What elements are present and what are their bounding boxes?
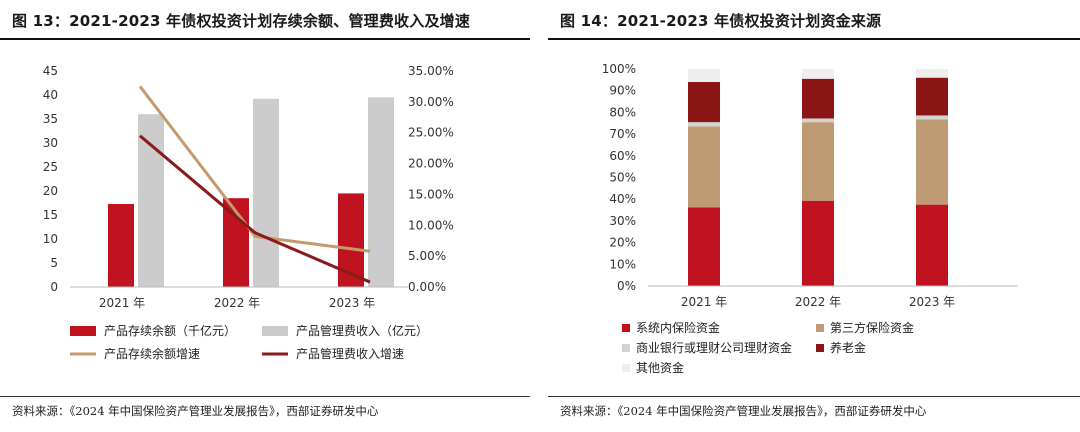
stacked-bar-segment — [916, 69, 948, 78]
legend-label: 产品存续余额（千亿元） — [104, 323, 236, 338]
y-left-tick-label: 10 — [43, 232, 58, 246]
stacked-bar-segment — [802, 78, 834, 119]
y-right-tick-label: 20.00% — [408, 157, 454, 171]
x-tick-label: 2022 年 — [795, 295, 841, 309]
x-tick-label: 2022 年 — [214, 296, 260, 310]
bar-balance — [108, 203, 134, 287]
stacked-bar-segment — [688, 207, 720, 286]
legend-label: 产品存续余额增速 — [104, 346, 200, 361]
stacked-bar-segment — [916, 77, 948, 116]
y-tick-label: 80% — [609, 105, 636, 119]
stacked-bar-segment — [802, 118, 834, 123]
figure-14-panel: 图 14：2021-2023 年债权投资计划资金来源 0% 10% 20% 30% 40… — [548, 0, 1080, 432]
stacked-bar-segment — [688, 69, 720, 83]
x-tick-label: 2023 年 — [909, 295, 955, 309]
stacked-bar-segment — [916, 115, 948, 120]
figure-13-bottom-rule — [0, 396, 530, 397]
y-left-tick-label: 15 — [43, 208, 58, 222]
legend-label: 其他资金 — [636, 360, 684, 375]
figure-13-title: 图 13：2021-2023 年债权投资计划存续余额、管理费收入及增速 — [12, 12, 471, 30]
figure-13-chart: 0 5 10 15 20 25 30 35 40 45 0.00% 5.00% 10.00% 15.00%… — [43, 64, 454, 361]
legend-swatch — [816, 344, 824, 352]
bar-fee-income — [253, 98, 279, 287]
stacked-bar-segment — [802, 200, 834, 286]
y-tick-label: 50% — [609, 171, 636, 185]
figure-14-source: 资料来源：《2024 年中国保险资产管理业发展报告》，西部证券研发中心 — [560, 404, 927, 418]
legend-swatch — [70, 326, 96, 336]
stacked-bar-segment — [802, 69, 834, 79]
y-left-tick-label: 35 — [43, 112, 58, 126]
stacked-bar-segment — [688, 126, 720, 208]
figure-14-bottom-rule — [548, 396, 1080, 397]
y-right-tick-label: 5.00% — [408, 249, 446, 263]
y-tick-label: 70% — [609, 127, 636, 141]
legend-label: 养老金 — [830, 340, 866, 355]
y-left-tick-label: 40 — [43, 88, 58, 102]
stacked-bar-segment — [688, 82, 720, 123]
figure-14-title: 图 14：2021-2023 年债权投资计划资金来源 — [560, 12, 882, 30]
y-right-tick-label: 25.00% — [408, 126, 454, 140]
legend-label: 系统内保险资金 — [636, 320, 720, 335]
y-right-tick-label: 0.00% — [408, 280, 446, 294]
y-right-tick-label: 30.00% — [408, 95, 454, 109]
stacked-bar-segment — [916, 204, 948, 286]
y-left-tick-label: 25 — [43, 160, 58, 174]
y-right-tick-label: 15.00% — [408, 187, 454, 201]
y-left-tick-label: 45 — [43, 64, 58, 78]
bar-fee-income — [138, 114, 164, 287]
figure-13-source: 资料来源：《2024 年中国保险资产管理业发展报告》，西部证券研发中心 — [12, 404, 379, 418]
y-left-tick-label: 30 — [43, 136, 58, 150]
x-tick-label: 2021 年 — [681, 295, 727, 309]
figure-13-panel: 图 13：2021-2023 年债权投资计划存续余额、管理费收入及增速 0 5 10… — [0, 0, 530, 432]
legend-swatch — [816, 324, 824, 332]
y-right-tick-label: 10.00% — [408, 218, 454, 232]
stacked-bar-segment — [802, 122, 834, 201]
legend-swatch — [262, 326, 288, 336]
y-tick-label: 100% — [602, 62, 636, 76]
y-right-tick-label: 35.00% — [408, 64, 454, 78]
x-tick-label: 2023 年 — [329, 296, 375, 310]
y-tick-label: 10% — [609, 257, 636, 271]
line-fee-growth — [139, 134, 371, 284]
legend-label: 第三方保险资金 — [830, 320, 914, 335]
figure-13-top-rule — [0, 38, 530, 40]
y-tick-label: 60% — [609, 149, 636, 163]
figure-14-top-rule — [548, 38, 1080, 40]
x-tick-label: 2021 年 — [99, 296, 145, 310]
y-tick-label: 30% — [609, 214, 636, 228]
y-left-tick-label: 5 — [50, 256, 58, 270]
stacked-bar-segment — [916, 119, 948, 205]
legend-swatch — [622, 364, 630, 372]
stacked-bar-segment — [688, 122, 720, 127]
y-tick-label: 0% — [617, 279, 636, 293]
legend-swatch — [622, 324, 630, 332]
y-tick-label: 40% — [609, 192, 636, 206]
y-tick-label: 20% — [609, 236, 636, 250]
legend-label: 产品管理费收入增速 — [296, 346, 404, 361]
y-tick-label: 90% — [609, 84, 636, 98]
line-balance-growth — [138, 85, 371, 253]
y-left-tick-label: 20 — [43, 184, 58, 198]
y-left-tick-label: 0 — [50, 280, 58, 294]
legend-swatch — [622, 344, 630, 352]
figure-14-chart: 0% 10% 20% 30% 40% 50% 60% 70% 80% 90% 100% 2021 年 2… — [602, 62, 1018, 375]
legend-label: 产品管理费收入（亿元） — [296, 323, 428, 338]
bar-fee-income — [368, 97, 394, 288]
legend-label: 商业银行或理财公司理财资金 — [636, 340, 792, 355]
